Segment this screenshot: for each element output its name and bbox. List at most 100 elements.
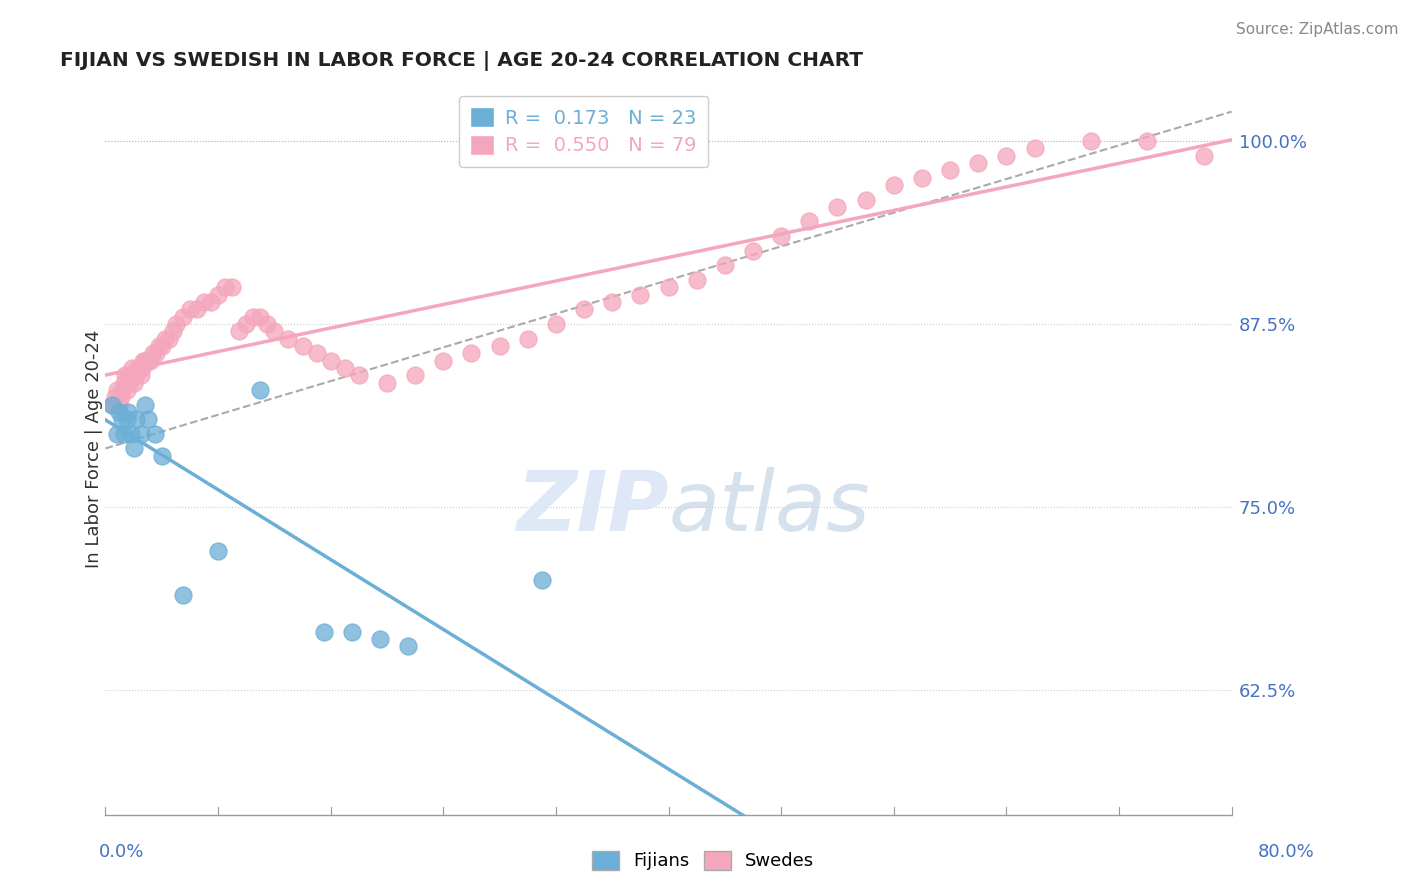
Point [312, 624, 335, 639]
Point [277, 332, 299, 346]
Point [125, 412, 148, 426]
Point [347, 368, 370, 383]
Point [214, 280, 236, 294]
Point [157, 332, 180, 346]
Point [235, 317, 257, 331]
Point [172, 588, 194, 602]
Point [1080, 134, 1102, 148]
Point [883, 178, 905, 192]
Text: 0.0%: 0.0% [98, 843, 143, 861]
Point [105, 426, 128, 441]
Point [939, 163, 962, 178]
Point [193, 295, 215, 310]
Point [228, 324, 250, 338]
Y-axis label: In Labor Force | Age 20-24: In Labor Force | Age 20-24 [86, 329, 103, 567]
Text: Source: ZipAtlas.com: Source: ZipAtlas.com [1236, 22, 1399, 37]
Point [129, 368, 152, 383]
Point [544, 317, 567, 331]
Point [104, 390, 127, 404]
Point [108, 405, 131, 419]
Point [207, 287, 229, 301]
Point [150, 339, 173, 353]
Point [432, 353, 454, 368]
Point [368, 632, 391, 646]
Point [1136, 134, 1159, 148]
Point [105, 383, 128, 397]
Point [115, 383, 138, 397]
Point [186, 302, 208, 317]
Point [404, 368, 426, 383]
Point [148, 339, 170, 353]
Point [628, 287, 651, 301]
Point [855, 193, 877, 207]
Point [200, 295, 222, 310]
Point [488, 339, 510, 353]
Point [122, 442, 145, 456]
Point [139, 353, 162, 368]
Point [101, 397, 124, 411]
Point [111, 412, 134, 426]
Point [263, 324, 285, 338]
Point [460, 346, 482, 360]
Point [132, 353, 155, 368]
Point [658, 280, 681, 294]
Point [207, 544, 229, 558]
Point [291, 339, 314, 353]
Point [333, 360, 356, 375]
Point [120, 426, 142, 441]
Point [122, 376, 145, 390]
Point [128, 360, 150, 375]
Point [153, 332, 176, 346]
Point [108, 397, 131, 411]
Point [572, 302, 595, 317]
Point [115, 412, 138, 426]
Point [967, 156, 990, 170]
Point [162, 324, 184, 338]
Point [117, 368, 139, 383]
Point [134, 397, 156, 411]
Text: 80.0%: 80.0% [1258, 843, 1315, 861]
Point [134, 353, 156, 368]
Point [136, 412, 159, 426]
Point [136, 353, 159, 368]
Point [172, 310, 194, 324]
Point [256, 317, 278, 331]
Point [112, 376, 135, 390]
Point [770, 229, 793, 244]
Text: FIJIAN VS SWEDISH IN LABOR FORCE | AGE 20-24 CORRELATION CHART: FIJIAN VS SWEDISH IN LABOR FORCE | AGE 2… [60, 51, 863, 70]
Text: ZIP: ZIP [516, 467, 669, 548]
Text: atlas: atlas [669, 467, 870, 548]
Point [179, 302, 201, 317]
Point [131, 360, 153, 375]
Point [124, 368, 146, 383]
Point [714, 259, 737, 273]
Point [110, 390, 132, 404]
Point [125, 368, 148, 383]
Point [516, 332, 538, 346]
Point [1192, 148, 1215, 162]
Point [117, 405, 139, 419]
Point [112, 426, 135, 441]
Point [340, 624, 363, 639]
Legend: Fijians, Swedes: Fijians, Swedes [586, 846, 820, 876]
Point [101, 397, 124, 411]
Point [827, 200, 849, 214]
Point [145, 346, 167, 360]
Point [396, 639, 419, 653]
Point [319, 353, 342, 368]
Point [221, 280, 243, 294]
Point [120, 368, 142, 383]
Point [165, 317, 187, 331]
Point [799, 214, 821, 228]
Point [150, 449, 173, 463]
Point [143, 426, 166, 441]
Point [911, 170, 934, 185]
Point [249, 383, 271, 397]
Point [129, 426, 152, 441]
Point [118, 376, 141, 390]
Point [249, 310, 271, 324]
Point [242, 310, 264, 324]
Point [995, 148, 1018, 162]
Point [1024, 141, 1046, 155]
Point [600, 295, 623, 310]
